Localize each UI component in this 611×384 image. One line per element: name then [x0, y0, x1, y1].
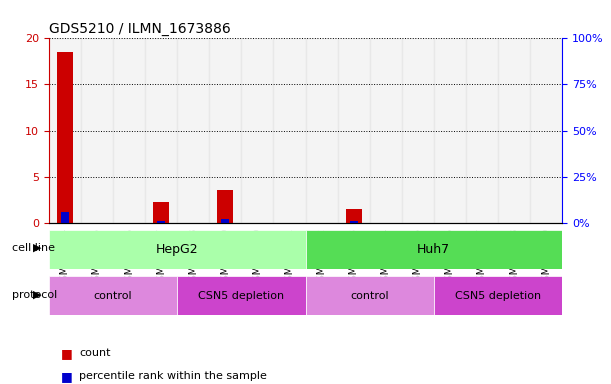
Text: cell line: cell line	[12, 243, 55, 253]
Bar	[349, 221, 357, 223]
Bar	[157, 221, 165, 223]
Text: HepG2: HepG2	[156, 243, 199, 256]
Bar	[49, 38, 81, 223]
Bar	[434, 38, 466, 223]
FancyBboxPatch shape	[306, 276, 434, 315]
Bar	[177, 38, 209, 223]
Text: ▶: ▶	[33, 243, 42, 253]
Text: CSN5 depletion: CSN5 depletion	[199, 291, 284, 301]
Bar	[370, 38, 402, 223]
Bar	[346, 209, 362, 223]
Bar	[466, 38, 498, 223]
Text: ■: ■	[61, 347, 73, 360]
Text: CSN5 depletion: CSN5 depletion	[455, 291, 541, 301]
Text: protocol: protocol	[12, 290, 57, 300]
Bar	[145, 38, 177, 223]
Text: Huh7: Huh7	[417, 243, 450, 256]
FancyBboxPatch shape	[49, 230, 306, 269]
Bar	[61, 212, 69, 223]
Bar	[337, 38, 370, 223]
Bar	[530, 38, 562, 223]
Text: count: count	[79, 348, 111, 358]
Bar	[402, 38, 434, 223]
Bar	[498, 38, 530, 223]
Bar	[153, 202, 169, 223]
Bar	[241, 38, 274, 223]
FancyBboxPatch shape	[177, 276, 306, 315]
Bar	[221, 219, 229, 223]
Text: control: control	[350, 291, 389, 301]
Bar	[274, 38, 306, 223]
FancyBboxPatch shape	[434, 276, 562, 315]
FancyBboxPatch shape	[306, 230, 562, 269]
Bar	[218, 190, 233, 223]
Text: control: control	[93, 291, 133, 301]
Text: percentile rank within the sample: percentile rank within the sample	[79, 371, 267, 381]
Bar	[209, 38, 241, 223]
FancyBboxPatch shape	[49, 276, 177, 315]
Text: GDS5210 / ILMN_1673886: GDS5210 / ILMN_1673886	[49, 22, 230, 36]
Bar	[113, 38, 145, 223]
Bar	[57, 52, 73, 223]
Bar	[306, 38, 337, 223]
Text: ▶: ▶	[33, 290, 42, 300]
Bar	[81, 38, 113, 223]
Text: ■: ■	[61, 370, 73, 383]
